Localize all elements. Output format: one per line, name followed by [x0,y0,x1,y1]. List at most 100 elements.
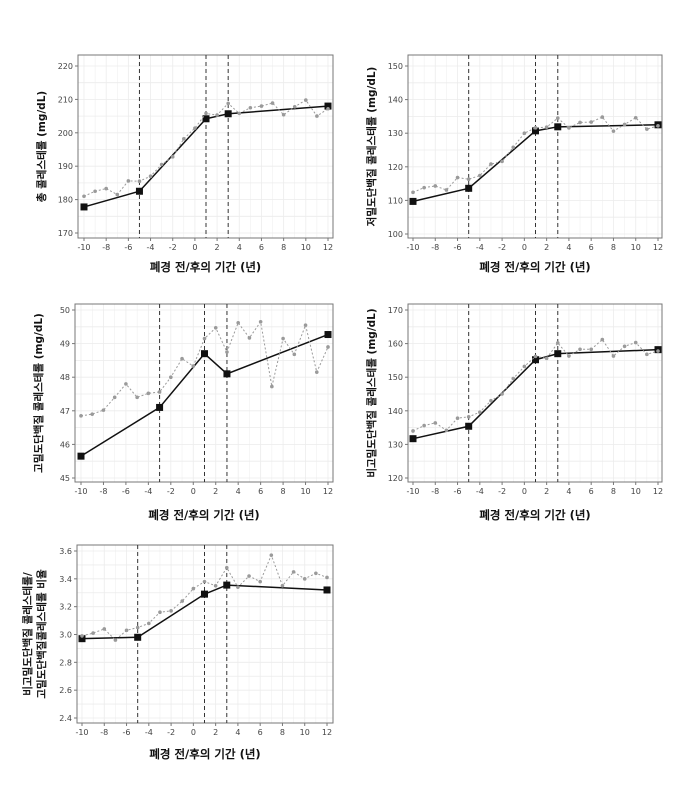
observed-point [314,571,318,576]
observed-point [555,116,560,120]
chart-panel-1: -10 -8 -6 -4 -2 0 2 4 6 8 10 12 170 180 190 200 210 220 폐경… [35,54,334,274]
observed-point [478,173,482,178]
fitted-point [135,187,143,195]
x-tick-label: 2 [215,243,220,252]
fitted-point [224,110,232,118]
x-tick-label: 8 [281,243,286,252]
fitted-point [324,331,332,339]
y-axis-label: 비고밀도단백질 콜레스테롤/ [21,572,34,696]
observed-point [444,188,449,192]
observed-point [433,184,438,188]
x-tick-label: 6 [259,243,264,252]
observed-point [411,429,415,433]
y-axis-label: 총 콜레스테롤 (mg/dL) [35,91,48,202]
fitted-point [532,127,539,135]
fitted-point [409,435,417,443]
x-tick-label: 12 [323,243,333,252]
x-tick-label: -2 [498,487,506,496]
observed-point [656,349,660,353]
x-tick-label: 10 [300,487,310,496]
fitted-point [80,203,88,211]
observed-point [292,352,297,357]
observed-point [147,621,151,626]
fitted-point [323,586,331,594]
y-tick-label: 2.8 [59,658,72,667]
observed-point [280,583,285,588]
observed-point [258,319,263,324]
x-tick-label: 0 [191,728,196,737]
x-axis-label: 폐경 전/후의 기간 (년) [148,508,259,522]
x-tick-label: 12 [653,487,663,496]
x-tick-label: 10 [631,243,641,252]
y-tick-label: 160 [388,340,403,349]
observed-point [544,356,549,361]
observed-point [224,565,229,570]
observed-point [567,126,571,130]
observed-point [533,354,538,359]
y-tick-label: 220 [58,62,73,71]
observed-point [237,111,242,116]
observed-point [213,583,218,588]
x-tick-label: -4 [145,728,153,737]
observed-point [113,638,118,642]
y-tick-label: 3.4 [59,575,72,584]
y-tick-label: 130 [388,440,403,449]
observed-point [281,336,285,341]
x-tick-label: 2 [213,487,218,496]
x-tick-label: -4 [147,243,155,252]
observed-point [633,115,638,120]
y-tick-label: 120 [388,474,403,483]
observed-point [79,414,83,418]
x-tick-label: -4 [476,243,484,252]
observed-point [215,113,219,117]
fitted-point [78,635,86,643]
x-tick-label: -2 [167,487,175,496]
observed-point [135,395,139,400]
fitted-point [77,452,85,460]
observed-point [202,336,207,341]
observed-series-line [412,116,659,193]
observed-point [303,323,308,327]
observed-point [645,127,649,131]
observed-point [80,634,84,638]
observed-point [411,190,415,195]
observed-point [115,192,120,197]
observed-point [93,189,97,194]
observed-point [124,628,129,633]
observed-point [247,574,251,578]
fitted-point [223,370,231,378]
observed-point [169,609,173,613]
chart-panel-2: -10 -8 -6 -4 -2 0 2 4 6 8 10 12 100 110 120 130 140 150 폐경… [365,54,663,274]
observed-point [500,159,504,164]
x-tick-label: 8 [611,487,616,496]
fitted-point [554,123,562,131]
observed-point [281,112,286,117]
x-tick-label: 12 [323,487,333,496]
x-tick-label: 4 [237,243,242,252]
x-tick-label: -6 [124,243,132,252]
fitted-point [156,403,164,411]
chart-panel-4: -10 -8 -6 -4 -2 0 2 4 6 8 10 12 120 130 140 150 160 170 폐경… [365,303,663,522]
y-tick-label: 46 [60,440,70,449]
x-tick-label: -2 [498,243,506,252]
observed-point [236,585,240,589]
x-tick-label: -2 [169,243,177,252]
fitted-point [554,350,562,358]
observed-point [555,341,560,345]
y-tick-label: 190 [58,162,73,171]
fitted-point [465,422,473,430]
observed-point [269,553,274,557]
observed-point [489,398,493,403]
x-tick-label: -8 [100,728,108,737]
x-tick-label: 6 [258,728,263,737]
observed-point [522,131,527,135]
y-tick-label: 45 [60,474,70,483]
observed-point [622,122,627,127]
observed-point [146,391,151,396]
x-tick-label: -6 [454,243,462,252]
y-tick-label: 47 [60,407,70,416]
fitted-point [201,590,208,598]
x-tick-label: 12 [322,728,332,737]
x-tick-label: -10 [406,243,419,252]
